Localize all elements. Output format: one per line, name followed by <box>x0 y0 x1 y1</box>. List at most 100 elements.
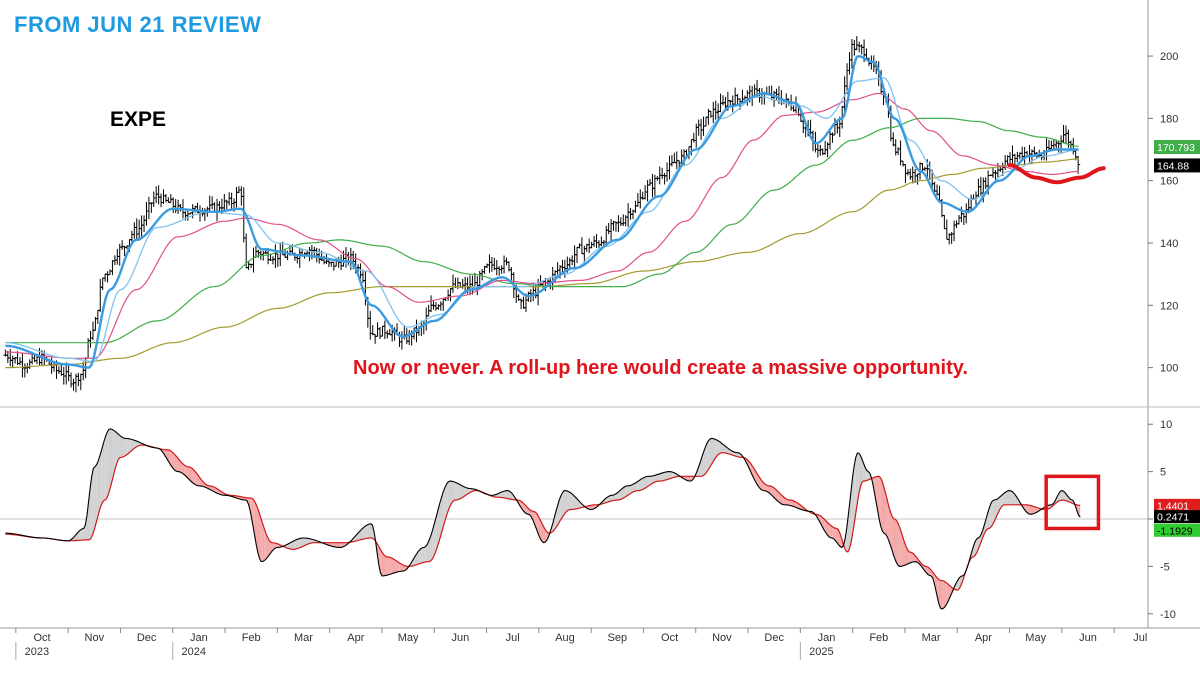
osc-fill-segment <box>421 547 423 564</box>
osc-fill-segment <box>857 452 859 503</box>
osc-fill-segment <box>957 577 960 590</box>
osc-fill-segment <box>101 446 103 506</box>
osc-fill-segment <box>717 440 720 456</box>
month-label: Oct <box>661 632 678 644</box>
osc-fill-segment <box>833 527 836 541</box>
osc-fill-segment <box>389 557 392 575</box>
osc-fill-segment <box>170 450 172 467</box>
price-y-tick-label: 100 <box>1160 363 1178 375</box>
osc-fill-segment <box>912 552 914 563</box>
osc-fill-segment <box>196 473 199 486</box>
osc-fill-segment <box>552 516 555 532</box>
osc-fill-segment <box>642 477 644 490</box>
osc-fill-segment <box>333 542 335 547</box>
osc-fill-segment <box>645 476 648 488</box>
osc-fill-segment <box>386 556 389 576</box>
osc-fill-segment <box>568 491 571 510</box>
osc-fill-segment <box>290 541 293 550</box>
osc-fill-segment <box>829 523 831 538</box>
osc-fill-segment <box>617 491 619 501</box>
osc-fill-segment <box>1011 490 1013 505</box>
month-label: Jul <box>1133 632 1147 644</box>
month-label: May <box>398 632 419 644</box>
osc-fill-segment <box>499 492 502 498</box>
osc-fill-segment <box>661 472 663 481</box>
osc-fill-segment <box>270 541 273 554</box>
osc-fill-segment <box>336 542 339 548</box>
osc-fill-segment <box>121 436 124 458</box>
osc-fill-segment <box>127 438 130 454</box>
osc-fill-segment <box>303 537 306 547</box>
osc-fill-segment <box>631 484 633 493</box>
osc-fill-segment <box>719 441 721 454</box>
osc-fill-segment <box>703 447 706 476</box>
osc-fill-segment <box>763 482 765 491</box>
osc-fill-segment <box>259 513 262 562</box>
osc-fill-segment <box>416 551 419 565</box>
osc-fill-segment <box>311 539 313 543</box>
osc-fill-segment <box>419 548 422 564</box>
osc-fill-segment <box>1000 495 1002 509</box>
osc-fill-segment <box>418 549 420 565</box>
osc-fill-segment <box>298 538 301 549</box>
osc-fill-segment <box>430 531 433 562</box>
osc-fill-segment <box>79 529 81 541</box>
osc-fill-segment <box>990 501 993 528</box>
month-label: Nov <box>85 632 105 644</box>
osc-fill-segment <box>112 429 114 481</box>
month-label: Jan <box>818 632 836 644</box>
osc-fill-segment <box>576 498 579 509</box>
osc-fill-segment <box>1067 496 1070 502</box>
osc-fill-segment <box>425 543 428 562</box>
osc-fill-segment <box>91 468 94 537</box>
osc-fill-segment <box>574 496 577 510</box>
osc-fill-segment <box>796 502 798 509</box>
osc-fill-segment <box>824 519 826 534</box>
osc-fill-segment <box>502 491 505 499</box>
osc-fill-segment <box>706 441 709 472</box>
osc-fill-segment <box>822 517 825 531</box>
osc-fill-segment <box>659 473 662 482</box>
osc-fill-segment <box>830 525 833 539</box>
osc-fill-segment <box>785 498 787 505</box>
osc-fill-segment <box>541 523 544 543</box>
osc-fill-segment <box>1007 490 1010 505</box>
osc-fill-segment <box>840 533 842 548</box>
osc-fill-segment <box>366 524 368 539</box>
osc-fill-segment <box>391 557 393 574</box>
ma-long-line <box>5 158 1079 369</box>
osc-fill-segment <box>632 483 635 493</box>
osc-fill-segment <box>432 525 434 560</box>
osc-fill-segment <box>888 506 891 545</box>
osc-fill-segment <box>1059 490 1062 501</box>
osc-fill-segment <box>725 446 728 454</box>
osc-fill-segment <box>880 478 883 532</box>
osc-fill-segment <box>537 514 539 536</box>
osc-fill-segment <box>338 542 340 548</box>
osc-fill-segment <box>836 528 839 545</box>
price-value-badge-text: 164.88 <box>1157 160 1189 172</box>
osc-fill-segment <box>1012 492 1015 505</box>
osc-fill-segment <box>438 502 441 544</box>
osc-fill-segment <box>523 502 525 513</box>
osc-fill-segment <box>275 543 277 549</box>
month-label: Dec <box>137 632 157 644</box>
osc-fill-segment <box>436 508 439 549</box>
osc-fill-segment <box>778 492 781 504</box>
osc-fill-segment <box>256 505 258 554</box>
osc-fill-segment <box>669 471 671 479</box>
osc-fill-segment <box>370 523 373 539</box>
osc-fill-segment <box>1029 505 1032 515</box>
osc-fill-segment <box>648 476 651 486</box>
price-value-badge <box>1154 140 1200 155</box>
osc-fill-segment <box>265 533 268 560</box>
osc-fill-segment <box>77 531 80 541</box>
osc-fill-segment <box>634 482 637 492</box>
osc-fill-segment <box>858 453 861 494</box>
osc-fill-segment <box>306 538 309 545</box>
osc-fill-segment <box>783 496 786 505</box>
osc-fill-segment <box>505 490 508 499</box>
osc-fill-segment <box>734 452 737 457</box>
osc-fill-segment <box>433 520 436 557</box>
osc-fill-segment <box>571 493 574 510</box>
